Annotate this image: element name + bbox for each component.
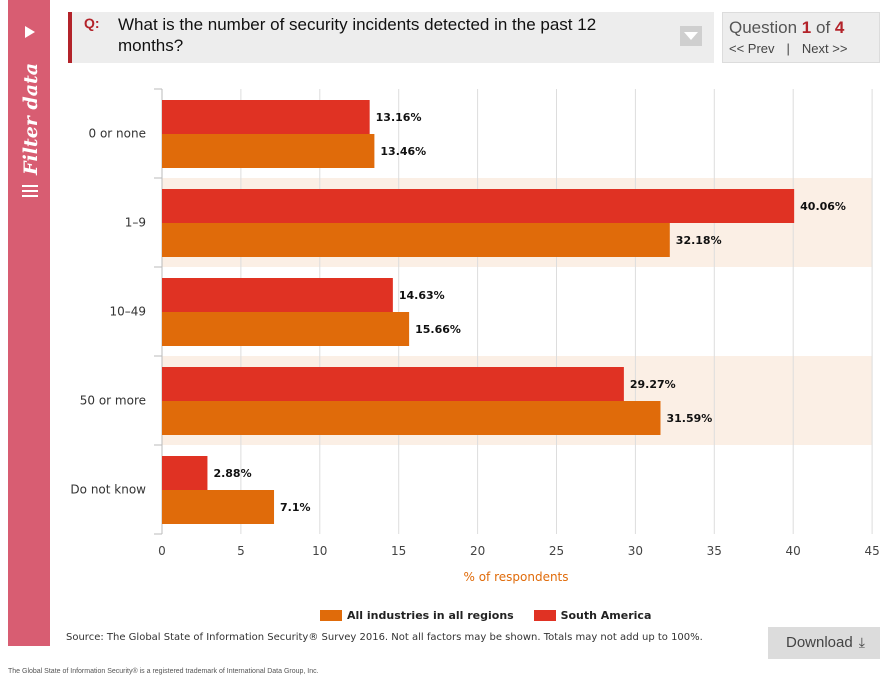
x-tick-label: 0 (158, 544, 166, 558)
total-questions: 4 (834, 18, 845, 37)
x-tick-label: 35 (707, 544, 722, 558)
bar (162, 367, 624, 401)
question-selector[interactable]: Q: What is the number of security incide… (68, 12, 714, 63)
legend-swatch (320, 610, 342, 621)
data-label: 13.46% (380, 145, 426, 158)
category-label: 0 or none (89, 127, 146, 141)
question-navigator: Question 1 of 4 << Prev | Next >> (722, 12, 880, 63)
bar (162, 401, 661, 435)
hamburger-icon[interactable] (22, 185, 38, 200)
bar-chart: 13.16% 13.46% 0 or none 40.06% 32.18% 1–9 14.6… (70, 88, 880, 584)
prev-link[interactable]: << Prev (729, 41, 775, 56)
footer-trademark: The Global State of Information Security… (8, 668, 319, 675)
data-label: 32.18% (676, 234, 722, 247)
legend-item-all-industries[interactable]: All industries in all regions (320, 609, 514, 622)
category-label: 1–9 (125, 216, 146, 230)
question-counter: Question 1 of 4 (729, 18, 845, 37)
x-tick-label: 40 (786, 544, 801, 558)
data-label: 29.27% (630, 378, 676, 391)
source-note: Source: The Global State of Information … (66, 632, 703, 643)
bar (162, 134, 375, 168)
bar (162, 490, 275, 524)
x-tick-label: 15 (391, 544, 406, 558)
download-label: Download (786, 634, 853, 651)
data-label: 13.16% (376, 111, 422, 124)
data-label: 14.63% (399, 289, 445, 302)
category-label: 10–49 (109, 305, 146, 319)
data-label: 2.88% (213, 467, 251, 480)
chevron-down-icon[interactable] (680, 26, 702, 46)
data-label: 7.1% (280, 501, 311, 514)
x-tick-label: 30 (628, 544, 643, 558)
x-tick-label: 10 (312, 544, 327, 558)
next-link[interactable]: Next >> (801, 41, 848, 56)
bar (162, 278, 393, 312)
x-tick-label: 25 (549, 544, 564, 558)
bar (162, 189, 795, 223)
question-prefix: Q: (84, 15, 100, 31)
x-tick-label: 5 (237, 544, 245, 558)
bar (162, 223, 670, 257)
category-label: Do not know (70, 483, 146, 497)
x-tick-label: 20 (470, 544, 485, 558)
chart-legend: All industries in all regions South Amer… (320, 609, 667, 622)
legend-item-south-america[interactable]: South America (533, 609, 651, 622)
download-icon: ⤓ (858, 634, 865, 650)
current-question: 1 (801, 18, 812, 37)
bar (162, 456, 208, 490)
play-icon[interactable] (25, 26, 35, 38)
bar (162, 100, 370, 134)
x-axis-label: % of respondents (463, 570, 568, 584)
question-text: What is the number of security incidents… (118, 15, 597, 55)
bar (162, 312, 410, 346)
category-label: 50 or more (80, 394, 146, 408)
legend-swatch (533, 610, 556, 621)
download-button[interactable]: Download ⤓ (768, 627, 880, 659)
x-tick-label: 45 (864, 544, 879, 558)
nav-separator: | (786, 41, 790, 56)
data-label: 15.66% (415, 323, 461, 336)
filter-sidebar[interactable]: Filter data (8, 0, 50, 646)
data-label: 40.06% (800, 200, 846, 213)
data-label: 31.59% (666, 412, 712, 425)
